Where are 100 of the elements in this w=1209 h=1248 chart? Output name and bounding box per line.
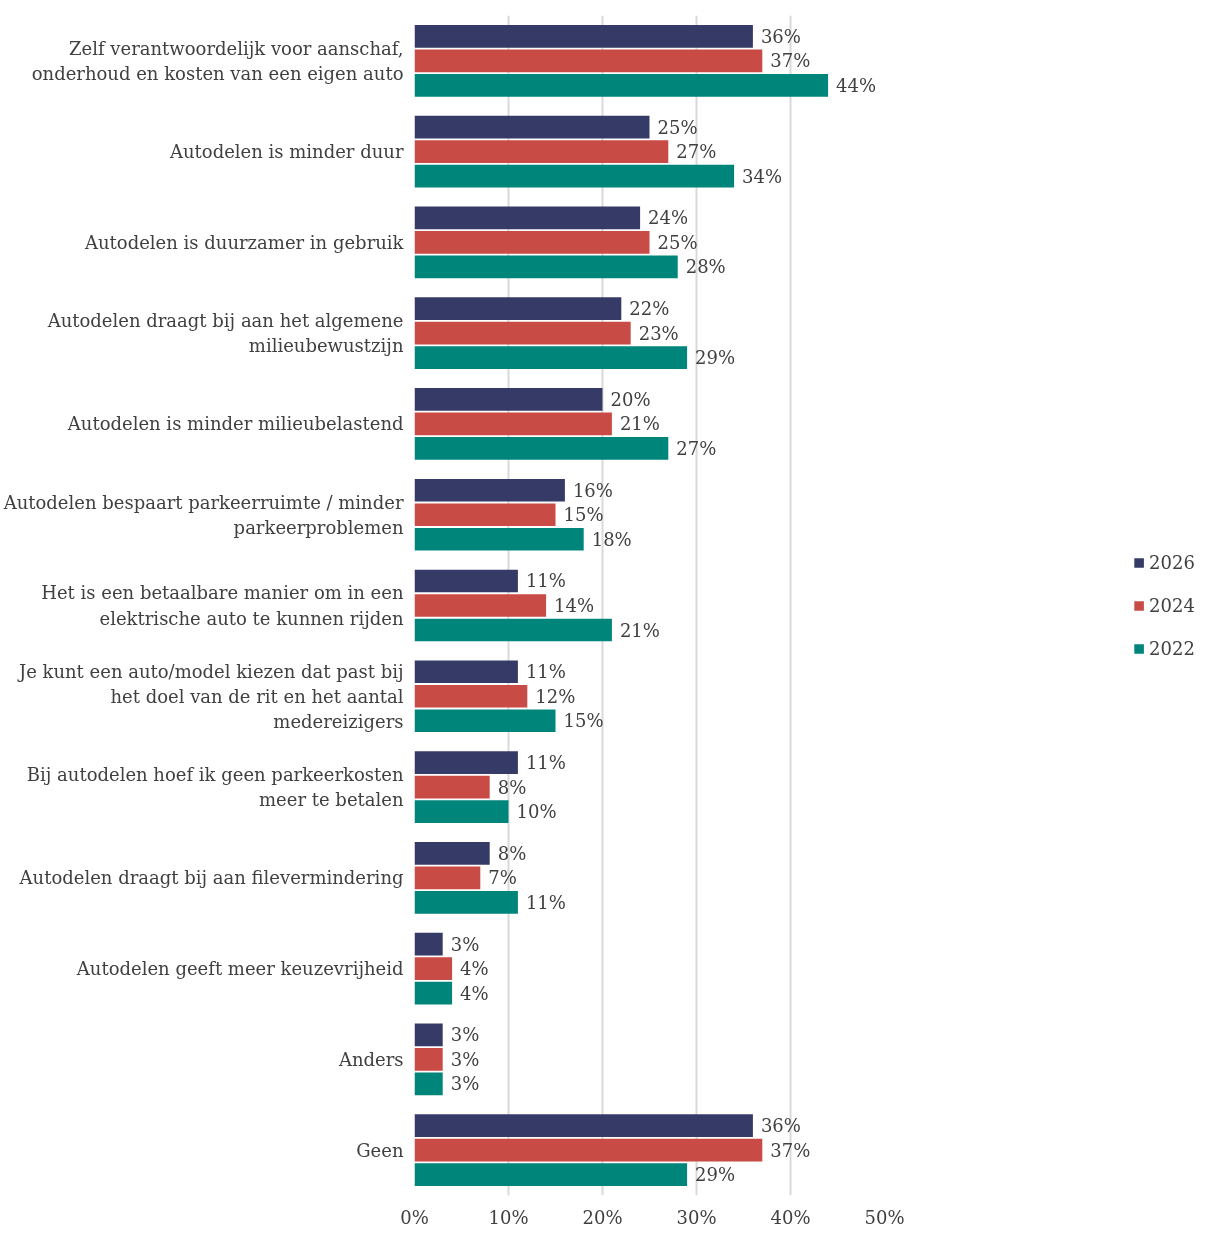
- data-label: 8%: [497, 842, 527, 864]
- data-label: 28%: [685, 256, 726, 278]
- data-label: 14%: [554, 595, 595, 616]
- data-label: 37%: [770, 50, 811, 72]
- data-label: 7%: [488, 867, 517, 889]
- data-label: 3%: [450, 1024, 480, 1046]
- bar: [414, 841, 490, 865]
- y-tick-label: Autodelen draagt bij aan het algemene milieubewustzijn: [46, 310, 404, 357]
- bar: [414, 255, 678, 279]
- bar: [414, 437, 669, 460]
- data-label: 11%: [525, 752, 566, 774]
- data-label: 12%: [535, 685, 576, 707]
- y-tick-label: Je kunt een auto/model kiezen dat past bij het doel van de rit en het aantal medereizigers: [16, 660, 404, 732]
- legend-label: 2022: [1149, 637, 1195, 659]
- bar: [414, 206, 641, 230]
- bar: [414, 25, 753, 48]
- x-tick-label: 0%: [400, 1206, 429, 1228]
- bar: [414, 981, 453, 1005]
- data-label: 36%: [760, 25, 801, 47]
- data-label: 20%: [610, 388, 651, 410]
- data-label: 11%: [525, 570, 566, 592]
- data-label: 21%: [619, 413, 660, 435]
- data-label: 22%: [629, 298, 670, 320]
- data-label: 34%: [742, 165, 783, 187]
- bar: [414, 297, 622, 321]
- bar: [414, 1023, 443, 1047]
- bar: [414, 1072, 443, 1096]
- data-label: 3%: [450, 1048, 480, 1070]
- y-tick-label: Autodelen is minder milieubelastend: [66, 413, 404, 435]
- data-label: 18%: [591, 528, 632, 550]
- bar: [414, 74, 829, 97]
- data-label: 37%: [770, 1139, 811, 1161]
- bar: [414, 1114, 753, 1137]
- bar: [414, 751, 518, 774]
- x-tick-label: 50%: [864, 1206, 905, 1228]
- y-tick-label: Autodelen draagt bij aan filevermindering: [18, 867, 404, 889]
- data-label: 44%: [836, 74, 877, 96]
- bar: [414, 660, 518, 684]
- data-label: 27%: [676, 141, 717, 163]
- bar: [414, 866, 481, 890]
- bar: [414, 890, 518, 914]
- y-tick-label: Zelf verantwoordelijk voor aanschaf, onderhoud en kosten van een eigen auto: [31, 37, 404, 84]
- data-label: 36%: [760, 1115, 801, 1137]
- x-tick-label: 20%: [582, 1206, 623, 1228]
- bar: [414, 775, 490, 799]
- bar: [414, 1138, 763, 1162]
- y-tick-label: Autodelen bespaart parkeerruimte / minder parkeerproblemen: [2, 491, 404, 538]
- bar: [414, 709, 556, 733]
- bar: [414, 412, 612, 436]
- data-label: 23%: [638, 322, 679, 344]
- data-label: 16%: [572, 479, 613, 501]
- data-label: 15%: [563, 710, 604, 732]
- bar: [414, 321, 631, 345]
- data-label: 21%: [619, 619, 660, 641]
- bar: [414, 346, 688, 370]
- data-label: 27%: [676, 437, 717, 459]
- bar: [414, 1048, 443, 1071]
- data-label: 4%: [460, 958, 489, 980]
- data-label: 29%: [695, 347, 736, 369]
- data-label: 10%: [516, 801, 557, 823]
- data-label: 3%: [450, 933, 480, 955]
- data-label: 4%: [460, 982, 489, 1004]
- data-label: 24%: [648, 207, 689, 229]
- bar: [414, 569, 518, 593]
- x-tick-label: 40%: [770, 1206, 811, 1228]
- y-tick-label: Autodelen is duurzamer in gebruik: [84, 231, 405, 253]
- bar: [414, 1163, 688, 1186]
- y-tick-label: Anders: [337, 1048, 404, 1070]
- legend-label: 2026: [1149, 551, 1195, 573]
- bar: [414, 503, 556, 527]
- bar: [414, 231, 650, 254]
- bar: [414, 527, 584, 551]
- x-tick-label: 10%: [488, 1206, 529, 1228]
- bar: [414, 115, 650, 139]
- y-tick-label: Autodelen geeft meer keuzevrijheid: [75, 958, 404, 980]
- x-tick-label: 30%: [676, 1206, 717, 1228]
- bar: [414, 800, 509, 823]
- data-label: 8%: [497, 776, 527, 798]
- data-label: 11%: [525, 891, 566, 913]
- y-tick-label: Het is een betaalbare manier om in een elektrische auto te kunnen rijden: [41, 582, 404, 629]
- data-label: 29%: [695, 1164, 736, 1186]
- y-tick-label: Bij autodelen hoef ik geen parkeerkosten meer te betalen: [26, 763, 404, 811]
- data-label: 25%: [657, 231, 698, 253]
- bar: [414, 957, 453, 980]
- y-tick-label: Autodelen is minder duur: [168, 141, 404, 163]
- bar: [414, 478, 565, 502]
- bar: [414, 140, 669, 163]
- bar: [414, 594, 547, 617]
- data-label: 3%: [450, 1073, 480, 1095]
- bar: [414, 164, 735, 188]
- bar: [414, 388, 603, 411]
- bar: [414, 684, 528, 708]
- data-label: 25%: [657, 116, 698, 138]
- legend-label: 2024: [1149, 594, 1195, 616]
- bar: [414, 618, 612, 642]
- data-label: 15%: [563, 504, 604, 526]
- bar: [414, 49, 763, 73]
- bar: [414, 932, 443, 956]
- data-label: 11%: [525, 661, 566, 683]
- y-tick-label: Geen: [356, 1139, 404, 1161]
